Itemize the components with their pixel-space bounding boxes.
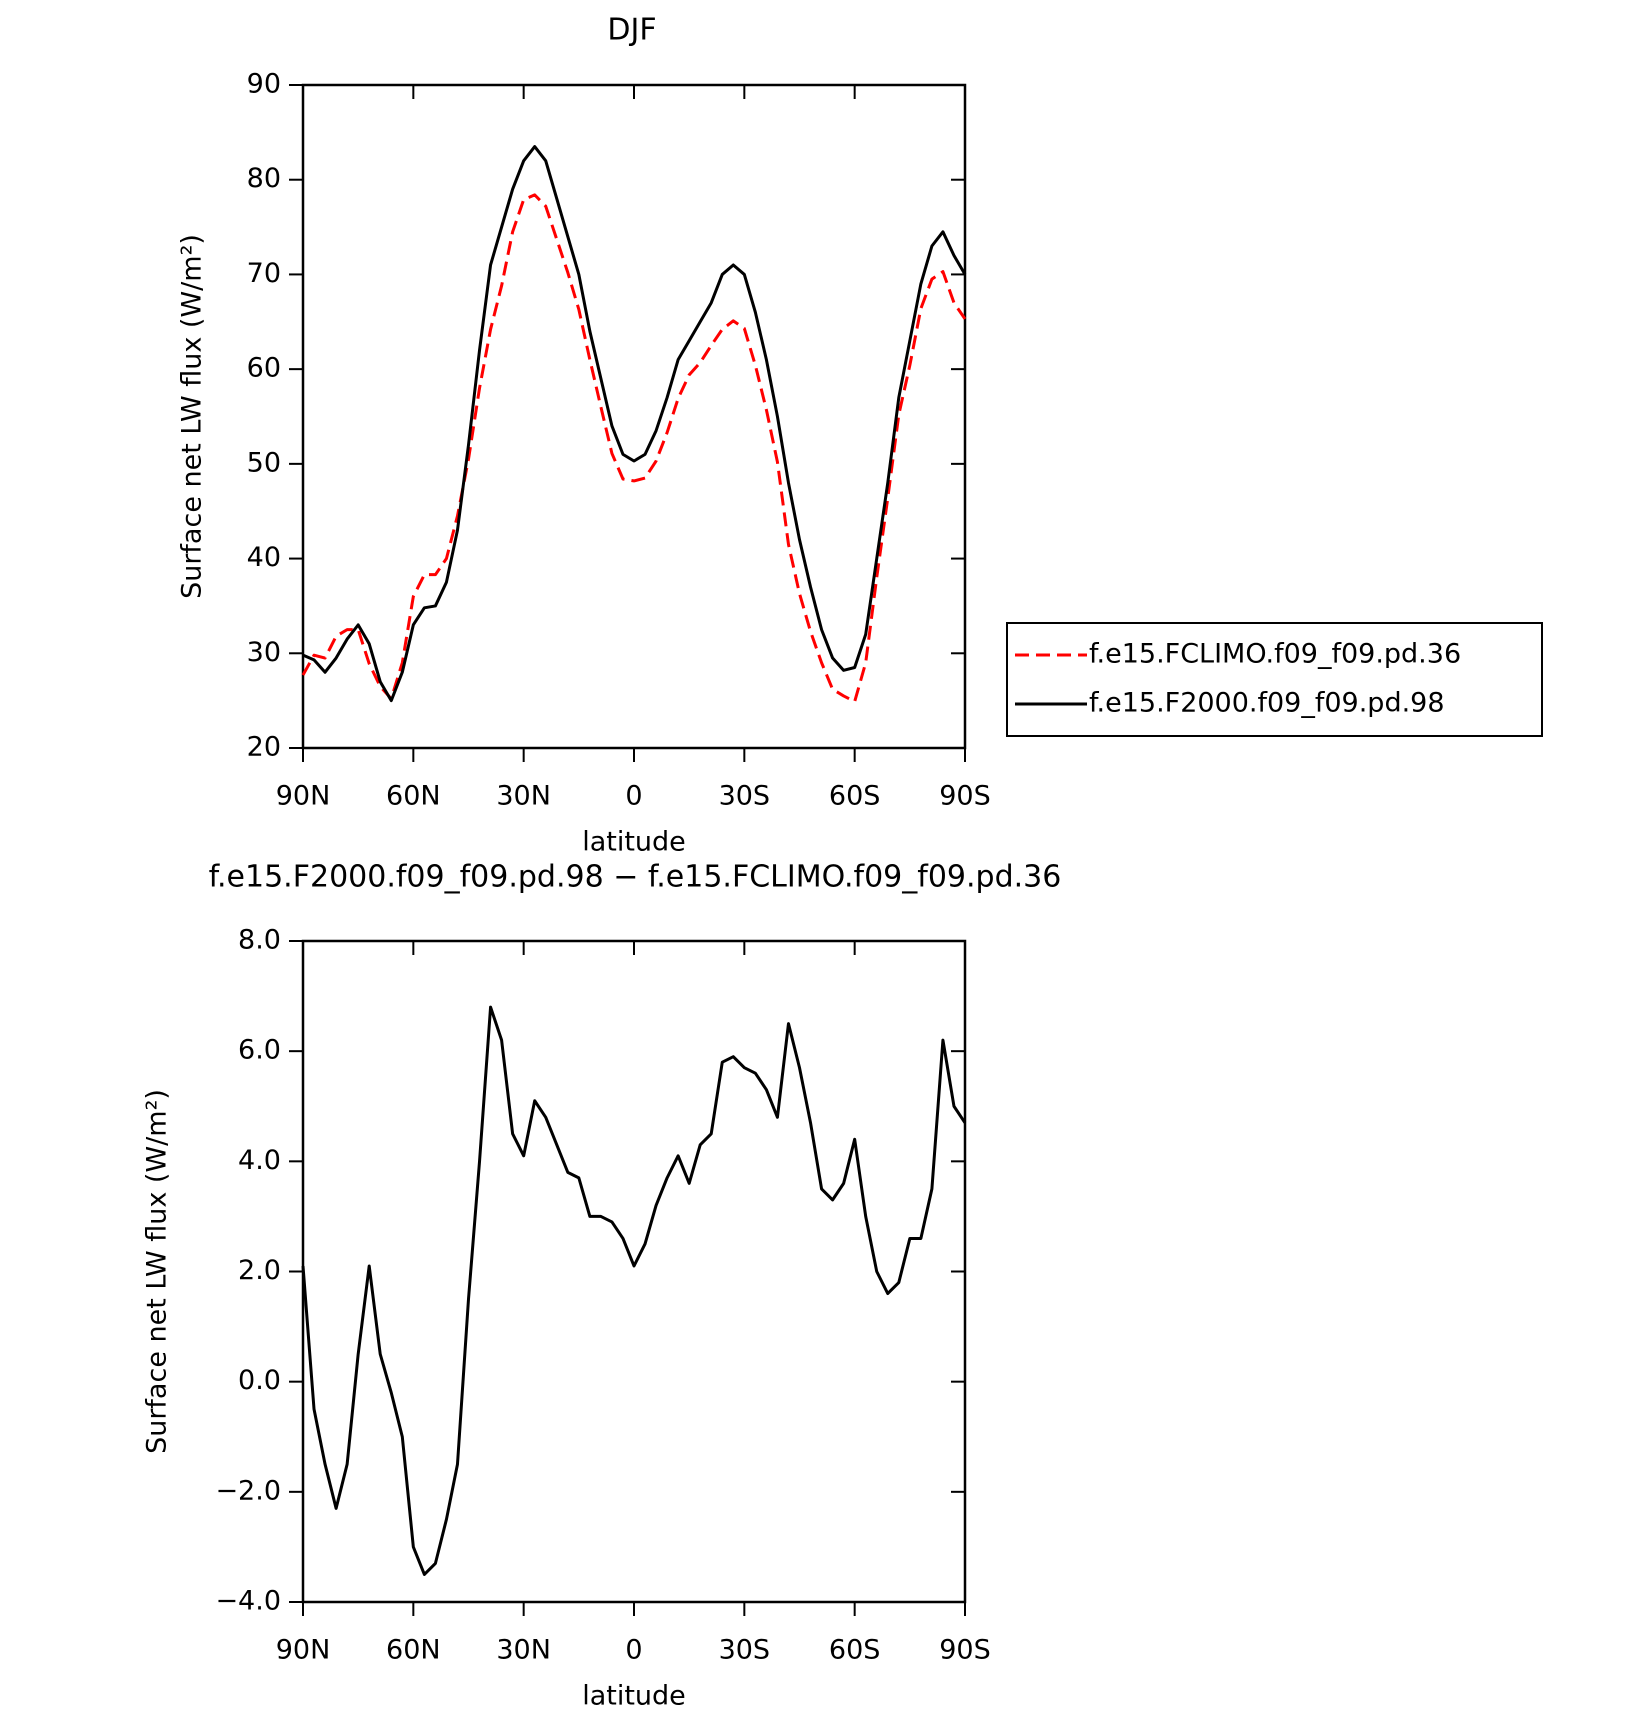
x-tick-label: 30S bbox=[719, 1635, 771, 1666]
chart-title: f.e15.F2000.f09_f09.pd.98 − f.e15.FCLIMO… bbox=[209, 860, 1062, 895]
x-tick-label: 30S bbox=[719, 781, 771, 812]
y-tick-label: 40 bbox=[247, 542, 281, 573]
x-tick-label: 0 bbox=[625, 1635, 642, 1666]
x-tick-label: 90S bbox=[939, 1635, 991, 1666]
x-tick-label: 60N bbox=[386, 781, 441, 812]
y-tick-label: 80 bbox=[247, 163, 281, 194]
x-tick-label: 60N bbox=[386, 1635, 441, 1666]
x-tick-label: 30N bbox=[496, 1635, 551, 1666]
x-tick-label: 90S bbox=[939, 781, 991, 812]
y-tick-label: 8.0 bbox=[238, 925, 281, 956]
x-tick-label: 90N bbox=[276, 781, 331, 812]
plot: DJF 20 30 40 50 60 70 80 90 90N 60N 30N 0 30S 60S 90S la… bbox=[177, 13, 1543, 858]
y-tick-label: 70 bbox=[247, 258, 281, 289]
plot-frame bbox=[301, 939, 967, 1604]
legend-box bbox=[1006, 622, 1543, 737]
y-axis-label: Surface net LW flux (W/m²) bbox=[177, 234, 208, 599]
legend-label: f.e15.F2000.f09_f09.pd.98 bbox=[1089, 688, 1445, 719]
x-axis-label: latitude bbox=[582, 1681, 686, 1712]
y-tick-label: 30 bbox=[247, 637, 281, 668]
plot-frame bbox=[301, 83, 967, 750]
legend-label: f.e15.FCLIMO.f09_f09.pd.36 bbox=[1089, 639, 1461, 670]
legend: f.e15.FCLIMO.f09_f09.pd.36 f.e15.F2000.f0… bbox=[1006, 622, 1543, 737]
plot: f.e15.F2000.f09_f09.pd.98 − f.e15.FCLIMO… bbox=[142, 860, 1062, 1712]
chart-title: DJF bbox=[607, 13, 656, 48]
data-line bbox=[301, 1005, 967, 1576]
x-tick-label: 0 bbox=[625, 781, 642, 812]
x-tick-label: 30N bbox=[496, 781, 551, 812]
x-tick-label: 60S bbox=[829, 781, 881, 812]
y-tick-label: 60 bbox=[247, 353, 281, 384]
y-tick-label: 90 bbox=[247, 69, 281, 100]
y-tick-label: −4.0 bbox=[215, 1586, 281, 1617]
data-line bbox=[301, 193, 967, 704]
y-tick-label: 0.0 bbox=[238, 1365, 281, 1396]
y-axis-label: Surface net LW flux (W/m²) bbox=[142, 1089, 173, 1454]
x-tick-label: 60S bbox=[829, 1635, 881, 1666]
x-tick-label: 90N bbox=[276, 1635, 331, 1666]
y-tick-label: 6.0 bbox=[238, 1035, 281, 1066]
data-line bbox=[302, 145, 967, 703]
x-axis-label: latitude bbox=[582, 827, 686, 858]
y-tick-label: −2.0 bbox=[215, 1475, 281, 1506]
y-tick-label: 50 bbox=[247, 447, 281, 478]
y-tick-label: 2.0 bbox=[238, 1255, 281, 1286]
y-tick-label: 4.0 bbox=[238, 1145, 281, 1176]
y-tick-label: 20 bbox=[247, 732, 281, 763]
